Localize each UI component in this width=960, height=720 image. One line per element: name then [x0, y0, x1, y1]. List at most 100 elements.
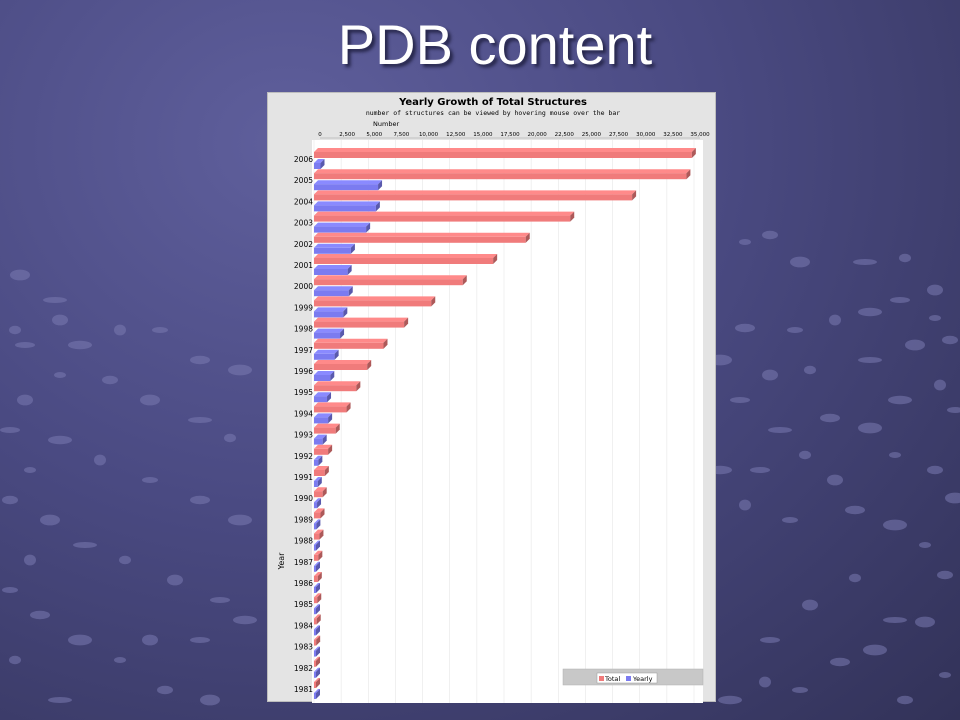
- bar-total-1984[interactable]: [314, 614, 321, 625]
- x-tick-label: 35,000: [690, 132, 710, 138]
- bar-yearly-2002[interactable]: [314, 243, 355, 254]
- bar-front-face: [314, 671, 316, 678]
- background-dot: [890, 297, 910, 303]
- bar-total-1983[interactable]: [314, 635, 321, 646]
- bar-yearly-2001[interactable]: [314, 265, 352, 275]
- legend-swatch-yearly: [626, 676, 631, 681]
- year-tick-label: 1998: [294, 325, 313, 334]
- bar-side-face: [316, 540, 320, 551]
- bar-top-face: [314, 265, 352, 269]
- bar-total-1987[interactable]: [314, 550, 323, 561]
- bar-side-face: [317, 593, 322, 604]
- bar-yearly-1995[interactable]: [314, 392, 332, 403]
- bar-yearly-2004[interactable]: [314, 201, 380, 212]
- bar-total-2006[interactable]: [314, 148, 696, 158]
- bar-total-2004[interactable]: [314, 190, 637, 201]
- bar-yearly-1982[interactable]: [314, 667, 320, 678]
- bar-side-face: [632, 190, 637, 201]
- bar-front-face: [314, 502, 318, 509]
- x-tick-label: 22,500: [555, 132, 575, 138]
- bar-total-1997[interactable]: [314, 338, 388, 349]
- bar-yearly-1983[interactable]: [314, 646, 320, 657]
- chart-subtitle: number of structures can be viewed by ho…: [366, 109, 620, 117]
- bar-total-1995[interactable]: [314, 381, 361, 392]
- bar-total-1986[interactable]: [314, 572, 322, 582]
- background-dot: [905, 339, 925, 351]
- bar-total-2001[interactable]: [314, 254, 498, 264]
- bar-yearly-1986[interactable]: [314, 583, 320, 593]
- legend-swatch-total: [599, 676, 604, 681]
- x-tick-label: 20,000: [528, 132, 548, 138]
- bar-yearly-2005[interactable]: [314, 180, 383, 191]
- background-dot: [739, 239, 751, 245]
- bar-yearly-1998[interactable]: [314, 328, 345, 339]
- bar-total-1993[interactable]: [314, 423, 340, 434]
- bar-total-1989[interactable]: [314, 508, 325, 519]
- bar-yearly-1990[interactable]: [314, 498, 322, 509]
- bar-yearly-1994[interactable]: [314, 413, 333, 424]
- background-dot: [919, 542, 931, 548]
- background-dot: [730, 397, 750, 403]
- bar-front-face: [314, 396, 328, 403]
- bar-side-face: [324, 466, 329, 476]
- bar-yearly-1988[interactable]: [314, 540, 320, 551]
- bar-total-1985[interactable]: [314, 593, 322, 604]
- bar-side-face: [316, 519, 321, 530]
- bar-yearly-1984[interactable]: [314, 625, 320, 636]
- x-tick-label: 27,500: [609, 132, 629, 138]
- bar-yearly-1991[interactable]: [314, 477, 322, 487]
- bar-top-face: [314, 349, 339, 354]
- background-dot: [2, 587, 18, 593]
- bar-total-2003[interactable]: [314, 211, 575, 222]
- background-dot: [142, 634, 158, 646]
- bar-top-face: [314, 583, 320, 587]
- background-dot: [114, 657, 126, 663]
- bar-total-2005[interactable]: [314, 169, 691, 180]
- bar-side-face: [316, 604, 320, 615]
- bar-yearly-1999[interactable]: [314, 307, 348, 318]
- bar-yearly-1981[interactable]: [314, 689, 320, 699]
- bar-yearly-2003[interactable]: [314, 222, 371, 233]
- bar-yearly-1993[interactable]: [314, 434, 327, 445]
- bar-total-1994[interactable]: [314, 402, 351, 413]
- bar-side-face: [343, 307, 348, 318]
- bar-yearly-1997[interactable]: [314, 349, 339, 360]
- background-dot: [820, 413, 840, 423]
- bar-total-1992[interactable]: [314, 444, 333, 455]
- background-dot: [804, 365, 816, 375]
- bar-yearly-1989[interactable]: [314, 519, 321, 530]
- background-dot: [167, 574, 183, 586]
- year-tick-label: 2004: [294, 197, 313, 206]
- bar-yearly-1996[interactable]: [314, 371, 335, 381]
- bar-side-face: [375, 201, 380, 212]
- background-dot: [157, 685, 173, 695]
- bar-yearly-1992[interactable]: [314, 455, 323, 466]
- bar-total-1998[interactable]: [314, 317, 409, 328]
- bar-chart: Yearly Growth of Total Structures number…: [277, 97, 710, 703]
- bar-total-1982[interactable]: [314, 656, 320, 667]
- bar-front-face: [314, 491, 323, 498]
- bar-yearly-1985[interactable]: [314, 604, 320, 615]
- year-tick-label: 1992: [294, 452, 313, 461]
- slide-title: PDB content: [337, 13, 653, 76]
- bar-total-2002[interactable]: [314, 232, 530, 243]
- background-dot: [52, 314, 68, 326]
- bar-front-face: [314, 682, 316, 688]
- bar-total-2000[interactable]: [314, 275, 467, 286]
- background-dot: [802, 599, 818, 611]
- bar-yearly-1987[interactable]: [314, 561, 320, 572]
- bar-total-1991[interactable]: [314, 466, 329, 476]
- bar-yearly-2000[interactable]: [314, 286, 353, 297]
- bar-front-face: [314, 448, 329, 455]
- bar-top-face: [314, 561, 320, 566]
- bar-yearly-2006[interactable]: [314, 159, 325, 169]
- bar-total-1999[interactable]: [314, 296, 436, 307]
- bar-side-face: [686, 169, 691, 180]
- bar-total-1981[interactable]: [314, 678, 320, 688]
- background-dot: [759, 676, 771, 688]
- bar-total-1996[interactable]: [314, 360, 372, 370]
- bar-total-1988[interactable]: [314, 529, 324, 540]
- bar-front-face: [314, 215, 571, 222]
- bar-total-1990[interactable]: [314, 487, 327, 498]
- bar-front-face: [314, 247, 351, 254]
